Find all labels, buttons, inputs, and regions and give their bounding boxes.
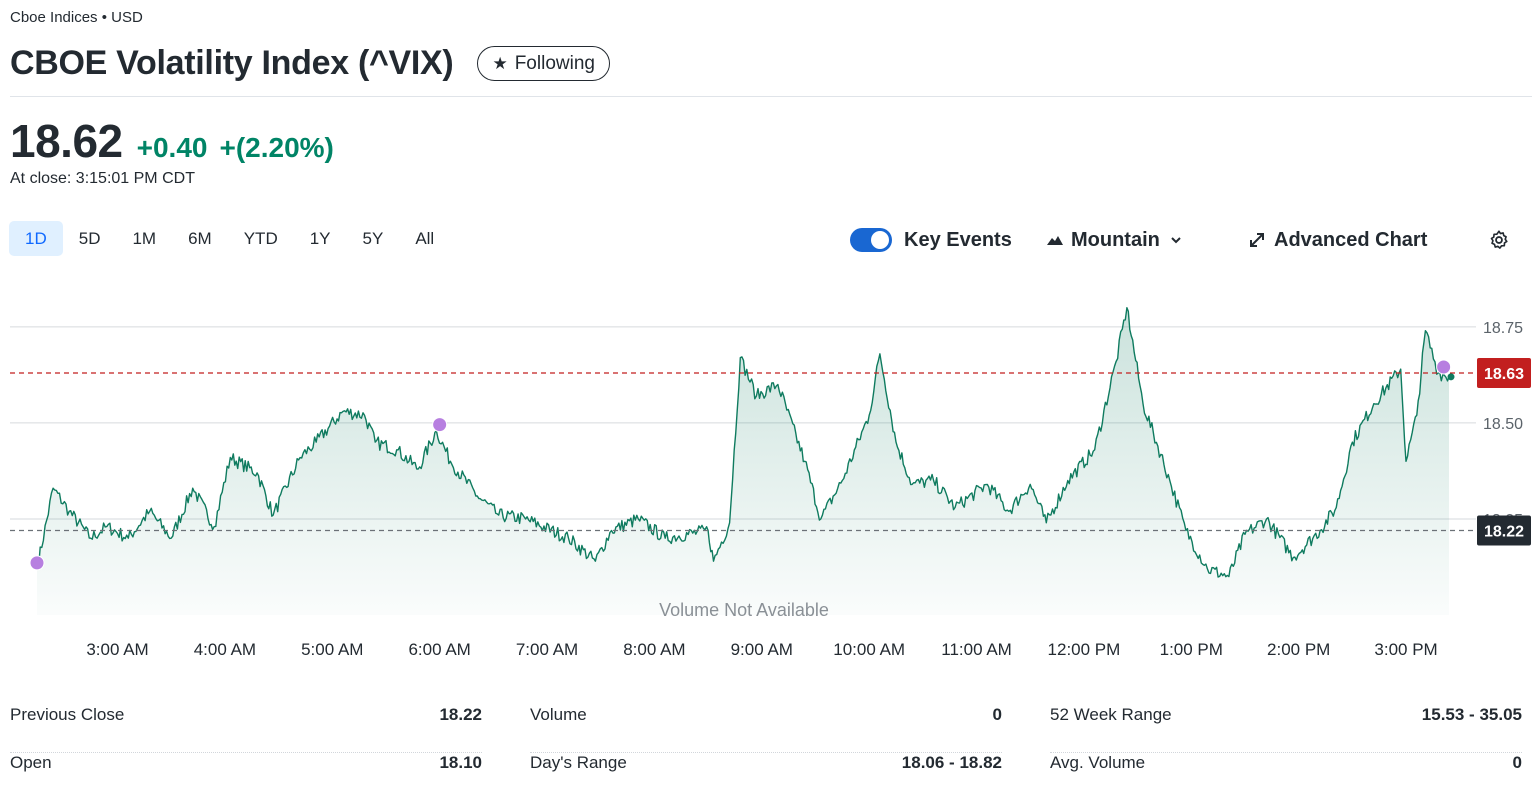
chevron-down-icon (1171, 237, 1181, 244)
x-tick-label: 10:00 AM (833, 640, 905, 659)
price-line (36, 307, 1450, 578)
chart-settings-button[interactable] (1488, 225, 1510, 255)
y-tick-label: 18.50 (1483, 416, 1523, 433)
divider (10, 96, 1532, 97)
x-tick-label: 8:00 AM (623, 640, 685, 659)
key-events-control: Key Events (850, 225, 1012, 255)
last-price-dot (1447, 373, 1455, 381)
range-1y[interactable]: 1Y (309, 228, 331, 248)
stat-value: 15.53 - 35.05 (1421, 705, 1522, 724)
current-price-badge (1477, 357, 1531, 388)
stat-row: Open 18.10 (10, 753, 482, 787)
close-time: At close: 3:15:01 PM CDT (10, 170, 195, 187)
price-area (37, 307, 1449, 615)
previous-close-badge (1477, 515, 1531, 546)
price-change-percent: +(2.20%) (219, 132, 334, 163)
volume-note: Volume Not Available (659, 600, 829, 620)
following-button[interactable]: ★ Following (477, 46, 610, 81)
range-5d[interactable]: 5D (78, 228, 101, 248)
key-event-marker (432, 417, 448, 433)
stat-value: 18.10 (439, 753, 482, 772)
stat-row: Volume 0 (530, 705, 1002, 753)
stat-row: 52 Week Range 15.53 - 35.05 (1050, 705, 1522, 753)
stats-column-1: Previous Close 18.22 Open 18.10 (10, 705, 482, 787)
y-tick-label: 18.75 (1483, 320, 1523, 337)
stat-label: Volume (530, 705, 587, 724)
following-label: Following (514, 52, 595, 74)
stat-row: Day's Range 18.06 - 18.82 (530, 753, 1002, 787)
range-6m[interactable]: 6M (188, 228, 212, 248)
x-tick-label: 3:00 AM (86, 640, 148, 659)
key-events-toggle[interactable] (850, 228, 892, 252)
key-events-label: Key Events (904, 228, 1012, 251)
x-tick-label: 12:00 PM (1048, 640, 1121, 659)
stat-value: 0 (992, 705, 1002, 724)
exchange-label: Cboe Indices • USD (10, 9, 143, 26)
x-tick-label: 1:00 PM (1160, 640, 1223, 659)
range-1d[interactable]: 1D (9, 221, 63, 256)
toggle-knob (871, 231, 889, 249)
stat-row: Previous Close 18.22 (10, 705, 482, 753)
range-selector: 1D 5D 1M 6M YTD 1Y 5Y All (9, 221, 450, 256)
price-change: +0.40 (136, 132, 208, 163)
x-tick-label: 4:00 AM (194, 640, 256, 659)
stat-label: Day's Range (530, 753, 627, 772)
advanced-chart-label: Advanced Chart (1274, 228, 1428, 251)
range-1m[interactable]: 1M (132, 228, 157, 248)
quote-row: 18.62 +0.40 +(2.20%) (10, 114, 334, 168)
chart-type-dropdown[interactable]: Mountain (1046, 225, 1183, 255)
range-ytd[interactable]: YTD (243, 228, 278, 248)
key-event-marker (29, 555, 45, 571)
range-all[interactable]: All (415, 228, 435, 248)
page-title: CBOE Volatility Index (^VIX) (10, 44, 454, 82)
expand-icon (1250, 233, 1264, 247)
stat-value: 0 (1512, 753, 1522, 772)
stat-value: 18.06 - 18.82 (901, 753, 1002, 772)
stats-column-2: Volume 0 Day's Range 18.06 - 18.82 (530, 705, 1002, 787)
stat-label: Open (10, 753, 52, 772)
stat-row: Avg. Volume 0 (1050, 753, 1522, 787)
x-tick-label: 2:00 PM (1267, 640, 1330, 659)
stat-value: 18.22 (439, 705, 482, 724)
star-icon: ★ (492, 53, 508, 73)
advanced-chart-button[interactable]: Advanced Chart (1248, 225, 1427, 255)
x-tick-label: 11:00 AM (941, 640, 1012, 659)
title-row: CBOE Volatility Index (^VIX) ★ Following (10, 44, 610, 83)
current-price-label: 18.63 (1484, 366, 1524, 383)
gear-icon (1490, 230, 1508, 249)
x-tick-label: 5:00 AM (301, 640, 363, 659)
chart-type-label: Mountain (1071, 228, 1160, 251)
previous-close-label: 18.22 (1484, 523, 1524, 540)
x-tick-label: 9:00 AM (731, 640, 793, 659)
key-event-marker (1436, 359, 1452, 375)
stat-label: Previous Close (10, 705, 125, 724)
x-tick-label: 6:00 AM (408, 640, 470, 659)
x-tick-label: 3:00 PM (1374, 640, 1437, 659)
x-tick-label: 7:00 AM (516, 640, 578, 659)
mountain-icon (1047, 236, 1063, 245)
stat-label: 52 Week Range (1050, 705, 1172, 724)
stats-column-3: 52 Week Range 15.53 - 35.05 Avg. Volume … (1050, 705, 1522, 787)
price-value: 18.62 (10, 115, 123, 167)
stat-label: Avg. Volume (1050, 753, 1146, 772)
range-5y[interactable]: 5Y (362, 228, 384, 248)
